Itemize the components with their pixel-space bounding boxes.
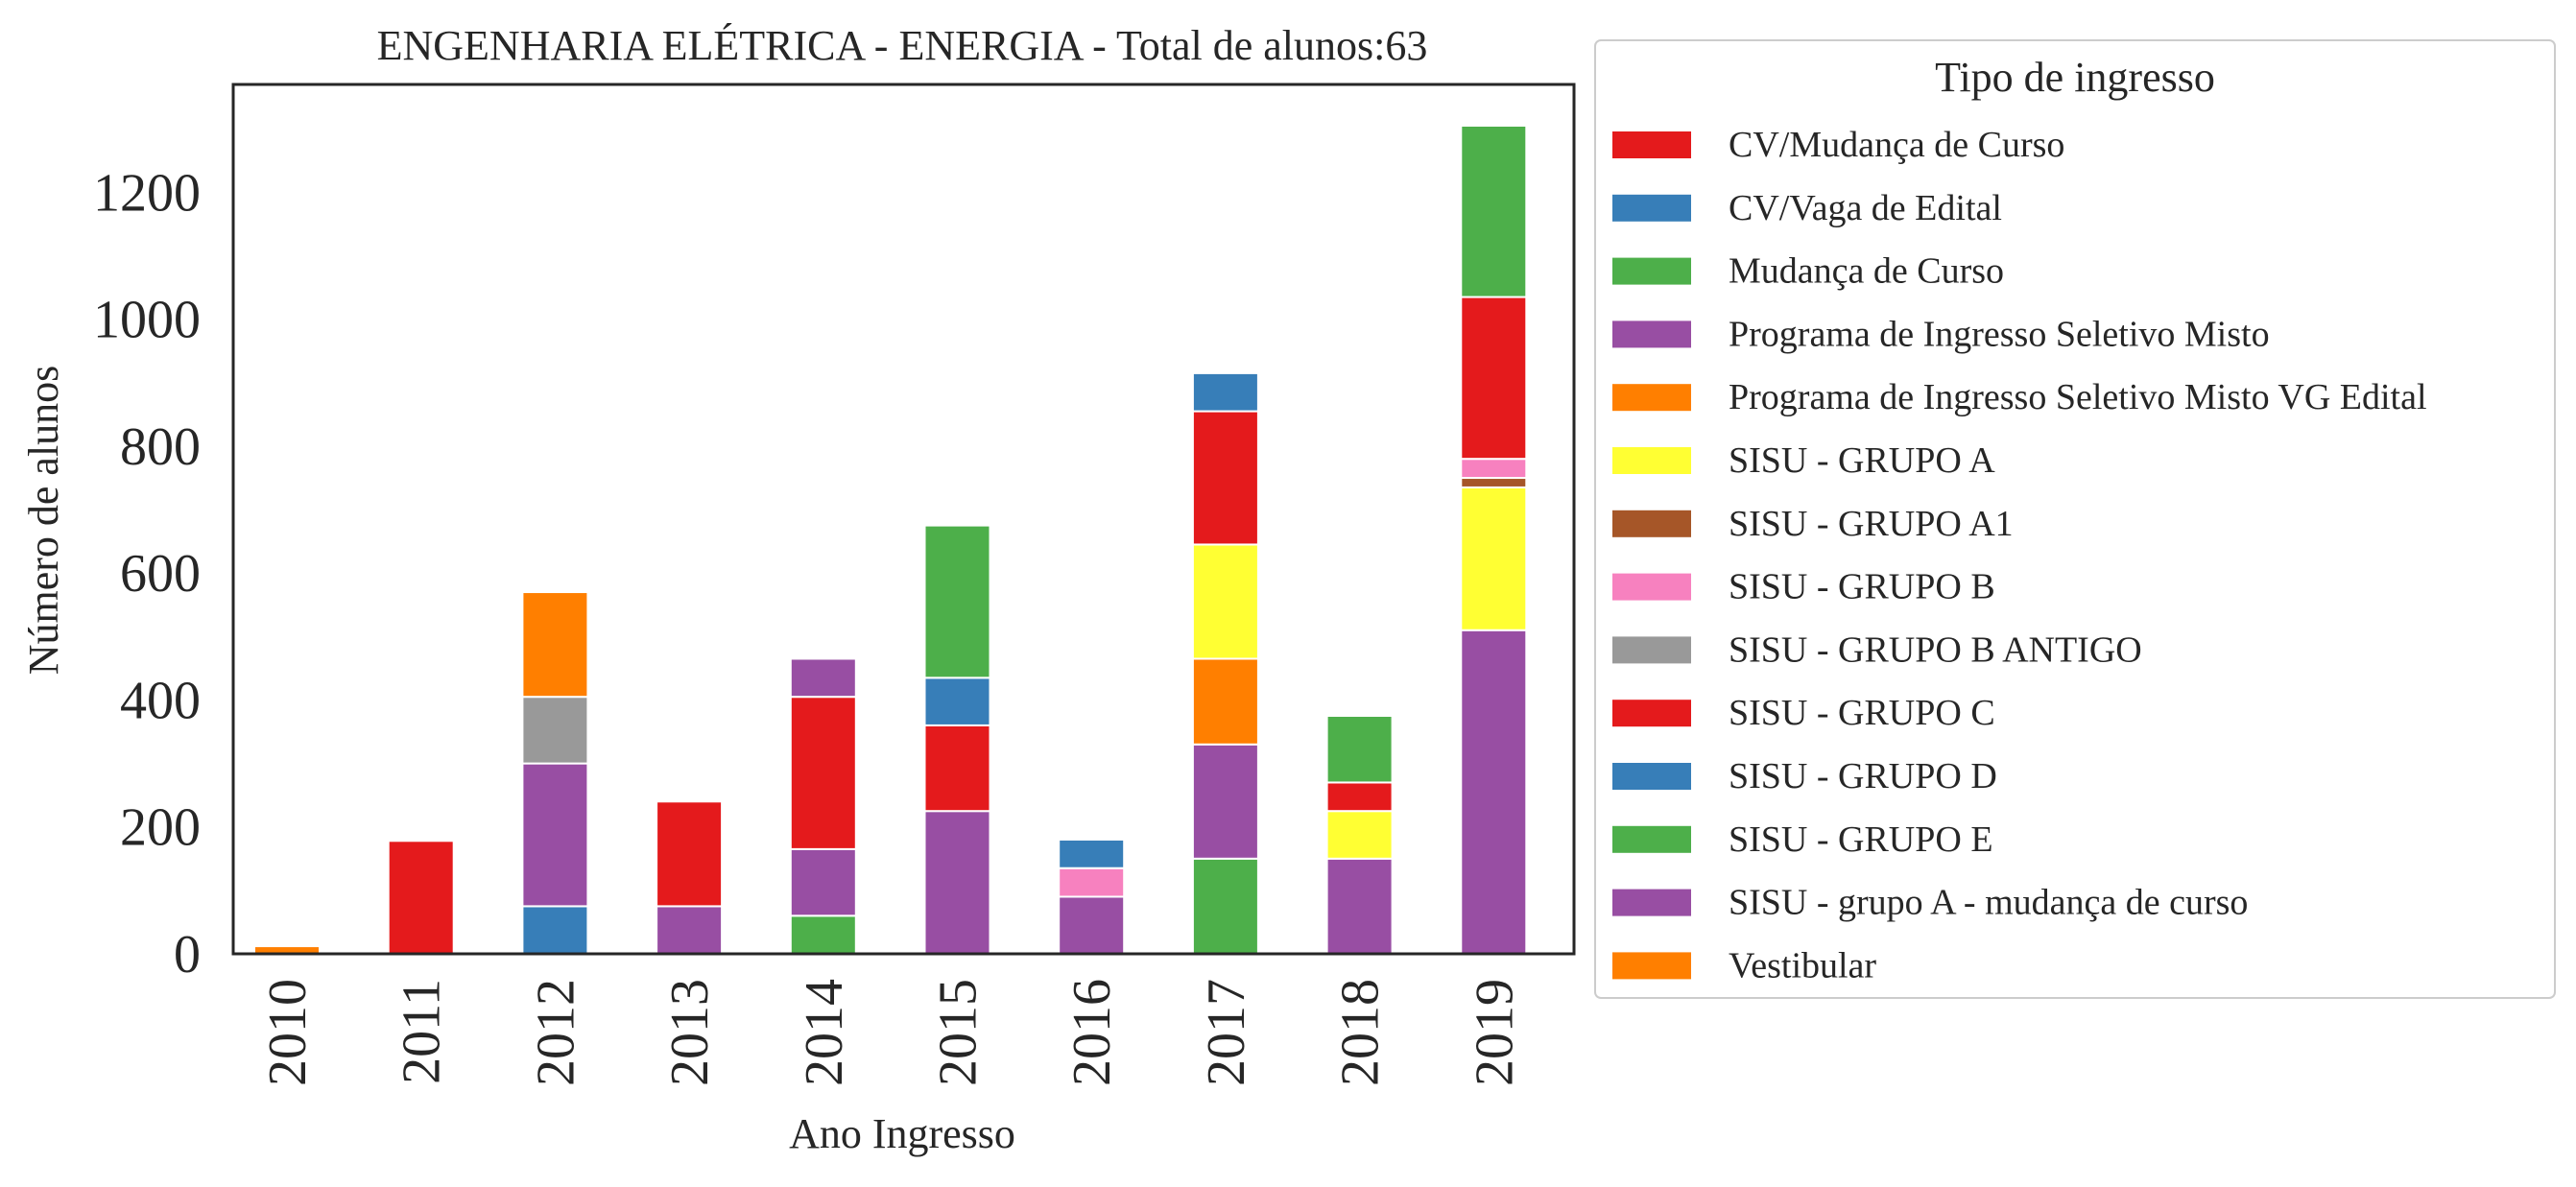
legend-label-cv-mudanca-de-curso: CV/Mudança de Curso [1729, 125, 2064, 165]
bar-segment-2017-sisu-grupo-a [1191, 543, 1259, 660]
bar-segment-2014-programa-de-ingresso-seletivo-misto [789, 847, 857, 917]
legend-label-mudanca-de-curso: Mudança de Curso [1729, 251, 2004, 292]
bar-segment-2014-cv-mudanca-de-curso [789, 696, 857, 850]
bar-segment-2015-sisu-grupo-a-mudanca-de-curso [923, 810, 991, 956]
bar-segment-2014-sisu-grupo-a-mudanca-de-curso [789, 657, 857, 699]
bar-segment-2013-sisu-grupo-c [656, 800, 724, 908]
y-tick-label: 0 [174, 925, 201, 985]
bar-segment-2015-sisu-grupo-d [923, 677, 991, 726]
y-tick-label: 400 [120, 671, 201, 730]
legend-label-programa-de-ingresso-seletivo-misto-vg-edital: Programa de Ingresso Seletivo Misto VG E… [1729, 377, 2427, 417]
legend-label-sisu-grupo-b: SISU - GRUPO B [1729, 567, 1995, 607]
legend-label-vestibular: Vestibular [1729, 945, 1876, 985]
x-axis-label: Ano Ingresso [789, 1110, 1015, 1157]
legend-swatch-programa-de-ingresso-seletivo-misto-vg-edital [1612, 384, 1691, 412]
bar-segment-2019-sisu-grupo-c [1460, 296, 1528, 461]
x-tick-label: 2016 [1062, 979, 1122, 1086]
y-tick-label: 200 [120, 798, 201, 858]
bar-segment-2019-sisu-grupo-a-mudanca-de-curso [1460, 629, 1528, 955]
y-tick-label: 600 [120, 544, 201, 604]
legend-swatch-mudanca-de-curso [1612, 257, 1691, 285]
x-tick-label: 2012 [526, 979, 585, 1086]
y-tick-label: 1200 [93, 163, 201, 223]
chart-title: ENGENHARIA ELÉTRICA - ENERGIA - Total de… [377, 22, 1428, 69]
x-tick-label: 2019 [1465, 979, 1524, 1086]
legend-swatch-sisu-grupo-e [1612, 825, 1691, 853]
bar-segment-2016-sisu-grupo-a-mudanca-de-curso [1058, 895, 1126, 955]
bar-segment-2011-sisu-grupo-c [387, 840, 455, 955]
bar-segment-2016-sisu-grupo-b [1058, 867, 1126, 898]
legend-swatch-cv-mudanca-de-curso [1612, 131, 1691, 158]
x-tick-label: 2011 [393, 979, 452, 1084]
x-tick-label: 2018 [1331, 979, 1391, 1086]
bar-segment-2013-sisu-grupo-a-mudanca-de-curso [656, 905, 724, 956]
legend-swatch-sisu-grupo-b [1612, 573, 1691, 601]
bar-segment-2017-sisu-grupo-d [1191, 371, 1259, 413]
legend-swatch-sisu-grupo-a1 [1612, 510, 1691, 537]
bar-segment-2019-sisu-grupo-a1 [1460, 477, 1528, 488]
legend-label-sisu-grupo-c: SISU - GRUPO C [1729, 693, 1995, 733]
y-tick-label: 1000 [93, 291, 201, 350]
bar-segment-2017-vestibular [1191, 657, 1259, 746]
bar-segment-2012-vestibular [521, 591, 589, 699]
legend-layer: Tipo de ingresso CV/Mudança de Curso CV/Va… [1594, 39, 2556, 999]
legend-frame [1594, 39, 2556, 999]
x-tick-label: 2010 [258, 979, 318, 1086]
legend-label-sisu-grupo-a: SISU - GRUPO A [1729, 440, 1995, 481]
bars-layer [253, 124, 1528, 956]
legend-label-programa-de-ingresso-seletivo-misto: Programa de Ingresso Seletivo Misto [1729, 314, 2270, 354]
legend-swatch-vestibular [1612, 952, 1691, 980]
legend-swatch-sisu-grupo-a [1612, 447, 1691, 474]
legend-label-sisu-grupo-e: SISU - GRUPO E [1729, 819, 1993, 860]
legend-label-sisu-grupo-a-mudanca-de-curso: SISU - grupo A - mudança de curso [1729, 883, 2248, 923]
bar-segment-2018-sisu-grupo-a-mudanca-de-curso [1325, 857, 1394, 955]
legend-label-sisu-grupo-b-antigo: SISU - GRUPO B ANTIGO [1729, 629, 2142, 670]
legend-swatch-sisu-grupo-a-mudanca-de-curso [1612, 889, 1691, 916]
y-axis-label: Número de alunos [20, 366, 67, 676]
bar-segment-2018-sisu-grupo-e [1325, 715, 1394, 784]
bar-segment-2019-sisu-grupo-a [1460, 486, 1528, 631]
y-tick-label: 800 [120, 417, 201, 477]
bar-segment-2015-sisu-grupo-c [923, 724, 991, 813]
bar-segment-2012-sisu-grupo-b-antigo [521, 696, 589, 765]
x-tick-label: 2013 [660, 979, 720, 1086]
bar-segment-2018-sisu-grupo-c [1325, 781, 1394, 813]
legend-swatch-cv-vaga-de-edital [1612, 194, 1691, 222]
plot-frame [231, 83, 1576, 956]
bar-segment-2017-sisu-grupo-a-mudanca-de-curso [1191, 743, 1259, 860]
x-tick-label: 2015 [929, 979, 989, 1086]
x-tick-label: 2014 [795, 979, 854, 1086]
legend-swatch-sisu-grupo-c [1612, 700, 1691, 727]
bar-segment-2014-mudanca-de-curso [789, 914, 857, 955]
bar-segment-2017-sisu-grupo-e [1191, 857, 1259, 955]
legend-label-sisu-grupo-d: SISU - GRUPO D [1729, 756, 1997, 796]
x-tick-label: 2017 [1197, 979, 1256, 1086]
legend-label-cv-vaga-de-edital: CV/Vaga de Edital [1729, 188, 2002, 228]
bar-segment-2018-sisu-grupo-a [1325, 810, 1394, 860]
legend-swatch-sisu-grupo-b-antigo [1612, 636, 1691, 664]
bar-segment-2016-sisu-grupo-d [1058, 838, 1126, 869]
legend-label-sisu-grupo-a1: SISU - GRUPO A1 [1729, 504, 2014, 544]
bar-segment-2017-sisu-grupo-c [1191, 410, 1259, 546]
bar-segment-2019-sisu-grupo-b [1460, 458, 1528, 480]
legend-title: Tipo de ingresso [1935, 54, 2215, 101]
legend-swatch-sisu-grupo-d [1612, 763, 1691, 790]
bar-segment-2012-sisu-grupo-a-mudanca-de-curso [521, 762, 589, 908]
bar-segment-2015-sisu-grupo-e [923, 524, 991, 679]
bar-segment-2019-sisu-grupo-e [1460, 124, 1528, 298]
bar-segment-2012-sisu-grupo-d [521, 905, 589, 956]
legend-swatch-programa-de-ingresso-seletivo-misto [1612, 320, 1691, 348]
axes-layer: 0 200 400 600 800 1000 1200 2010 2011 2012 2013 201… [93, 83, 1576, 1086]
